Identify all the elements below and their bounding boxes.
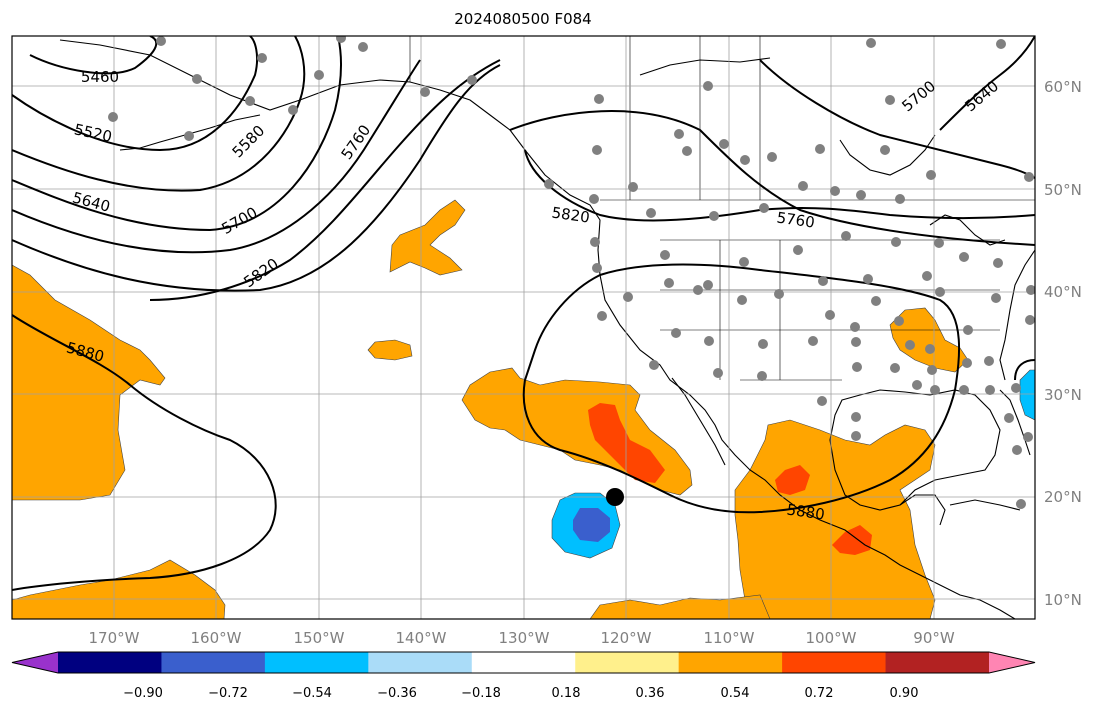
graticule [12,36,1035,619]
anomaly-region-south-pacific [12,559,226,619]
baja-peninsula [671,377,726,466]
cb-tick-label-3: −0.54 [292,686,332,701]
colorbar-segment [368,652,473,673]
contour-5820-north [149,59,501,301]
contour-5760 [12,64,501,292]
contour-label-5820-east: 5820 [551,203,591,226]
anomaly-region-mexico-gulf [734,419,936,619]
contour-label-5460: 5460 [81,68,119,86]
lat-label-50: 50°N [1044,181,1082,199]
contour-5640 [12,36,343,232]
cb-tick-label-8: 0.54 [721,686,750,701]
cb-tick-label-10: 0.90 [890,686,919,701]
contour-high-ring [1014,359,1035,381]
contour-5700-east [759,59,1035,179]
cb-tick-label-4: −0.36 [377,686,417,701]
colorbar-segment [678,652,783,673]
colorbar-segment [575,652,680,673]
negative-anomaly-inner [573,508,610,542]
negative-anomaly-east [1019,369,1035,421]
contour-5580 [12,36,306,192]
colorbar-segment [264,652,369,673]
height-contours [12,36,1035,591]
longitude-labels: 170°W 160°W 150°W 140°W 130°W 120°W 110°… [89,629,955,647]
colorbar-extend-high [989,652,1035,673]
colorbar-segment [161,652,266,673]
anomaly-region-east-pacific-core [588,403,665,483]
anomaly-region-north-pacific [389,199,466,276]
lon-label-160: 160°W [191,629,242,647]
colorbar-outline [11,651,1036,674]
contour-label-5880-east: 5880 [786,500,826,523]
anomaly-region-central-america-core [832,525,872,555]
station-markers [108,36,1035,509]
lon-label-90: 90°W [913,629,955,647]
lon-label-150: 150°W [294,629,345,647]
lat-label-20: 20°N [1044,488,1082,506]
cb-tick-label-5: −0.18 [461,686,501,701]
contour-5520 [12,36,259,152]
anomaly-region-south-mid [589,594,771,619]
latitude-labels: 60°N 50°N 40°N 30°N 20°N 10°N [1044,78,1082,609]
lat-label-40: 40°N [1044,283,1082,301]
cb-tick-label-2: −0.72 [208,686,248,701]
colorbar-segment [471,652,576,673]
colorbar-segment [782,652,887,673]
lon-label-100: 100°W [806,629,857,647]
storm-center-dot [606,488,624,506]
cb-tick-label-9: 0.72 [805,686,834,701]
lon-label-110: 110°W [704,629,755,647]
lat-label-60: 60°N [1044,78,1082,96]
contour-5880-west [12,314,277,591]
lat-label-10: 10°N [1044,591,1082,609]
contour-label-5760-east: 5760 [776,208,816,231]
cuba [949,499,1021,511]
colorbar-extend-low [12,652,58,673]
map-content: 5460 5520 5580 5640 5700 5760 5820 5880 … [12,36,1035,619]
contour-5700 [12,59,421,254]
anomaly-shading [12,199,1035,619]
contour-5640-east [939,36,1035,131]
florida-coast [999,389,1031,456]
lon-label-130: 130°W [499,629,550,647]
colorbar-tick-labels: −0.90 −0.72 −0.54 −0.36 −0.18 0.18 0.36 … [123,686,918,701]
north-america-west-coast [524,149,1016,619]
contour-5760-east [509,110,1035,246]
cb-tick-label-7: 0.36 [636,686,665,701]
gulf-of-mexico-coast [829,389,1001,511]
contour-5460 [29,36,158,75]
colorbar-segment [58,652,162,673]
great-lakes [929,214,1006,246]
lon-label-120: 120°W [601,629,652,647]
anomaly-region-west-pacific [12,264,166,501]
colorbar-segment [885,652,990,673]
lat-label-30: 30°N [1044,386,1082,404]
cb-tick-label-1: −0.90 [123,686,163,701]
colorbar [11,651,1036,674]
yucatan-coast [899,494,946,526]
east-coast [999,249,1035,381]
contour-5880-east [522,263,961,514]
map-frame [11,35,1036,620]
anomaly-region-mexico-core [775,465,810,495]
anomaly-region-small [367,339,413,361]
map-title: 2024080500 F084 [454,10,592,28]
lon-label-140: 140°W [396,629,447,647]
hudson-bay [839,134,936,176]
lon-label-170: 170°W [89,629,140,647]
cb-tick-label-6: 0.18 [552,686,581,701]
